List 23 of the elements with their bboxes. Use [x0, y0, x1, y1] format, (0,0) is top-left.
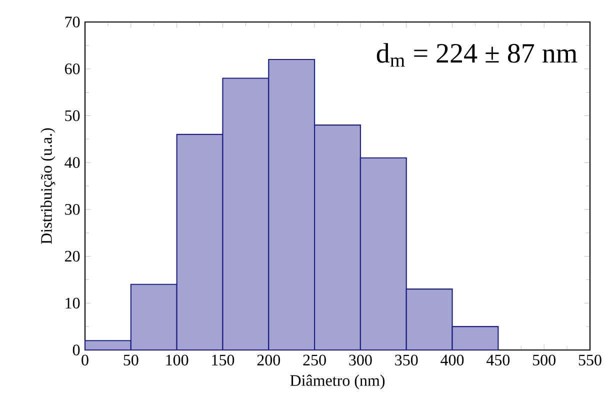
y-tick-label: 60: [64, 63, 80, 74]
y-axis-title: Distribuição (u.a.): [40, 128, 56, 244]
x-tick-label: 500: [533, 354, 556, 366]
y-tick-label: 70: [65, 16, 80, 28]
x-tick-label: 200: [257, 354, 280, 366]
y-tick-label: 40: [64, 157, 80, 168]
x-tick-label: 400: [440, 354, 464, 366]
y-tick-label: 20: [65, 250, 80, 262]
x-tick-label: 50: [124, 354, 138, 366]
x-tick-label: 250: [303, 354, 326, 366]
y-tick-label: 10: [66, 298, 80, 309]
y-tick-label: 0: [72, 344, 80, 356]
x-tick-label: 550: [578, 354, 602, 366]
y-tick-label: 30: [65, 204, 80, 215]
x-axis-title: Diâmetro (nm): [290, 374, 385, 390]
x-tick-label: 100: [166, 354, 188, 366]
x-tick-label: 350: [395, 354, 418, 366]
x-tick-label: 0: [82, 354, 88, 366]
x-tick-label: 150: [212, 354, 234, 366]
annotation: d$_{m}$ = 224 ± 87 nm: [376, 43, 578, 67]
x-tick-label: 450: [486, 354, 510, 366]
x-tick-label: 300: [349, 354, 372, 366]
y-tick-label: 50: [65, 110, 80, 122]
